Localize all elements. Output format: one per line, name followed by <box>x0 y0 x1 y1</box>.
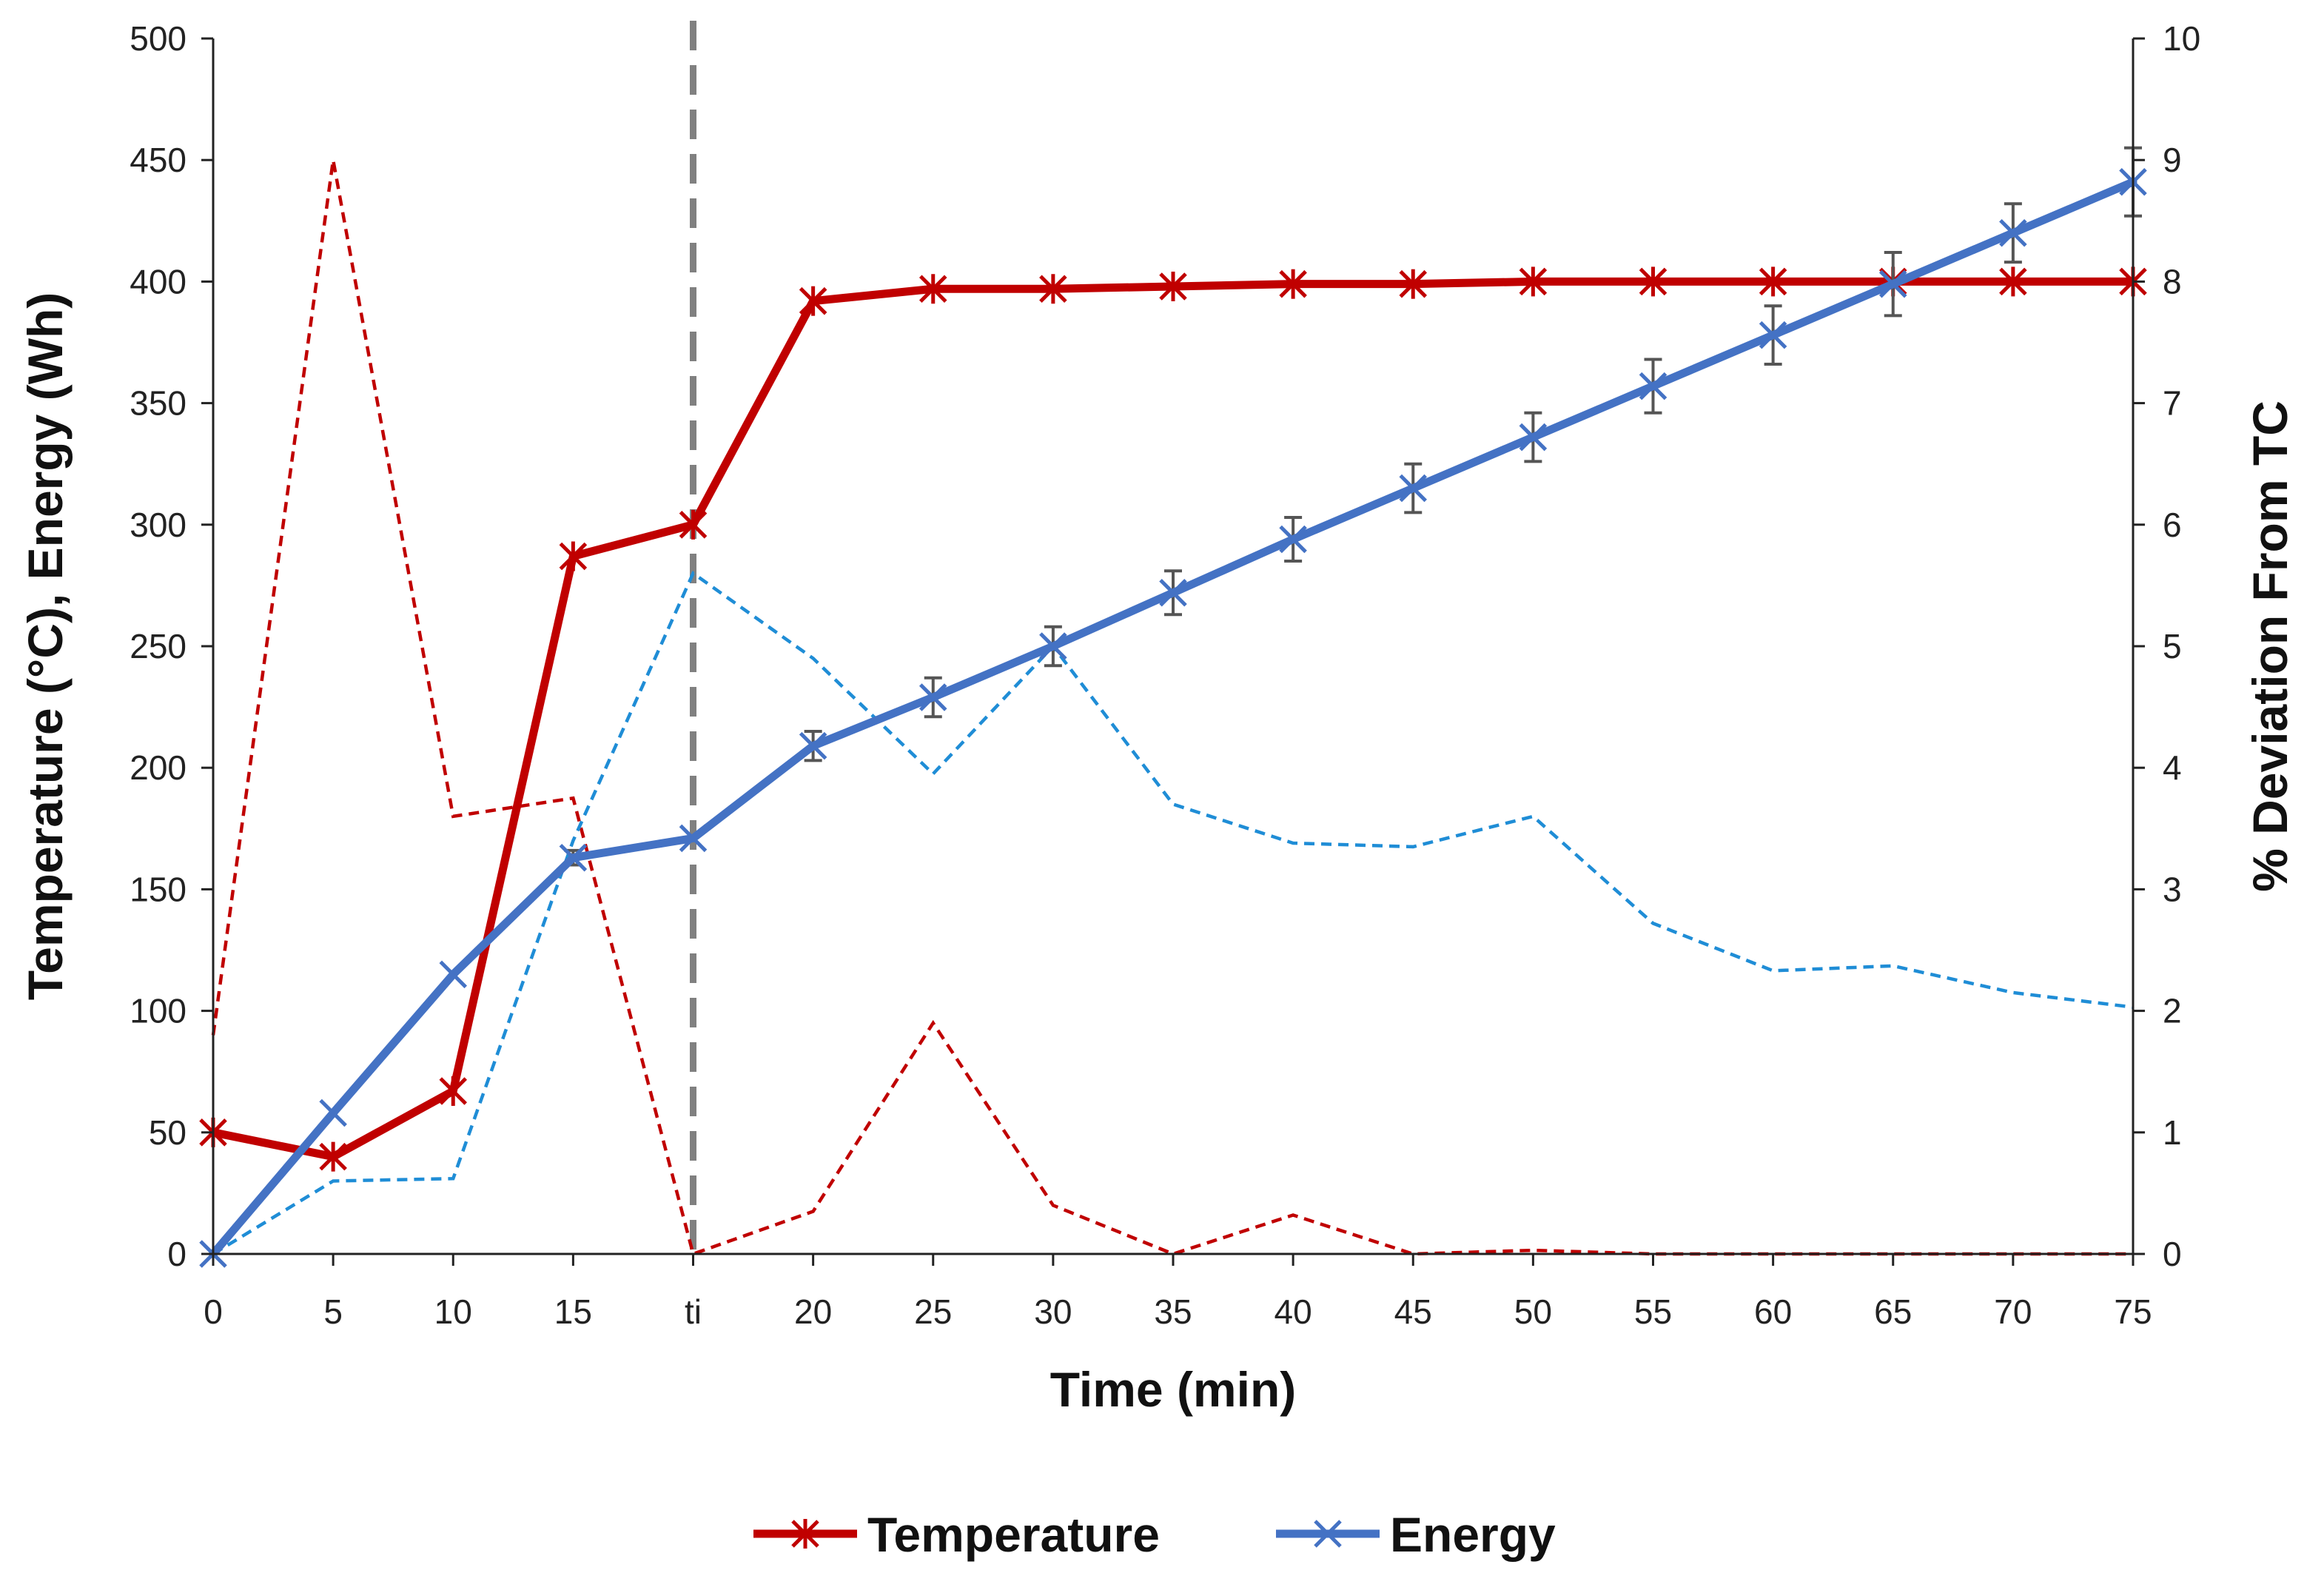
point-energy <box>1159 578 1187 607</box>
series-line-energy <box>209 178 2137 1258</box>
point-energy <box>1759 321 1787 349</box>
x-tick-label: 45 <box>1394 1292 1432 1331</box>
y2-tick-label: 4 <box>2163 748 2182 787</box>
y-tick-label: 100 <box>130 992 187 1030</box>
legend-label-temperature: Temperature <box>867 1507 1160 1562</box>
y-tick-label: 450 <box>130 141 187 179</box>
x-tick-label: 25 <box>914 1292 952 1331</box>
point-temperature <box>918 274 947 304</box>
y2-tick-label: 5 <box>2163 627 2182 665</box>
x-tick-label: 0 <box>204 1292 223 1331</box>
series-line-temperature <box>209 277 2137 1161</box>
y2-tick-label: 9 <box>2163 141 2182 179</box>
legend-item-temperature: Temperature <box>753 1507 1160 1562</box>
series-line-deviation-1 <box>211 159 2133 1256</box>
legend-item-energy: Energy <box>1276 1507 1556 1562</box>
point-energy <box>1639 372 1668 400</box>
point-temperature <box>559 541 588 571</box>
y-tick-label: 0 <box>167 1235 187 1273</box>
point-energy <box>918 683 947 711</box>
y-tick-label: 350 <box>130 384 187 423</box>
x-tick-label: 50 <box>1514 1292 1552 1331</box>
x-tick-label: 40 <box>1274 1292 1312 1331</box>
y2-tick-label: 10 <box>2163 19 2200 58</box>
point-temperature <box>1999 266 2027 297</box>
x-tick-label: 60 <box>1754 1292 1792 1331</box>
point-energy <box>439 960 468 989</box>
point-temperature <box>1039 274 1067 304</box>
x-tick-label: ti <box>685 1292 702 1331</box>
point-energy <box>1399 474 1428 503</box>
point-temperature <box>1159 271 1187 301</box>
legend-marker-point <box>791 1519 819 1549</box>
series-line-deviation-2 <box>212 571 2134 1255</box>
y-tick-label: 400 <box>130 262 187 301</box>
x-tick-label: 5 <box>323 1292 343 1331</box>
point-energy <box>1878 269 1907 298</box>
point-temperature <box>799 286 827 316</box>
y2-tick-label: 6 <box>2163 506 2182 544</box>
legend-label-energy: Energy <box>1390 1507 1556 1562</box>
x-tick-label: 15 <box>554 1292 592 1331</box>
point-energy <box>1999 218 2027 247</box>
point-temperature <box>319 1141 347 1172</box>
y-axis-title: Temperature (°C), Energy (Wh) <box>18 292 73 1001</box>
axes: 0501001502002503003504004505000123456789… <box>130 19 2200 1331</box>
x-tick-label: 20 <box>794 1292 832 1331</box>
x-tick-label: 55 <box>1634 1292 1672 1331</box>
point-energy <box>319 1098 347 1127</box>
x-axis-title: Time (min) <box>1050 1362 1296 1417</box>
point-energy <box>679 824 708 853</box>
y2-tick-label: 1 <box>2163 1113 2182 1152</box>
legend: Temperature Energy <box>753 1507 1556 1562</box>
y-tick-label: 150 <box>130 870 187 908</box>
plot-area <box>199 21 2147 1268</box>
point-temperature <box>439 1076 468 1106</box>
x-tick-label: 35 <box>1154 1292 1192 1331</box>
point-energy <box>1519 423 1548 452</box>
y2-tick-label: 8 <box>2163 262 2182 301</box>
y2-tick-label: 0 <box>2163 1235 2182 1273</box>
y2-tick-label: 7 <box>2163 384 2182 423</box>
point-energy <box>1279 525 1307 554</box>
x-tick-label: 10 <box>434 1292 472 1331</box>
point-temperature <box>1279 269 1307 299</box>
y2-axis-title: % Deviation From TC <box>2243 400 2297 892</box>
x-tick-label: 30 <box>1034 1292 1072 1331</box>
x-tick-label: 70 <box>1994 1292 2032 1331</box>
y-tick-label: 200 <box>130 748 187 787</box>
y-tick-label: 50 <box>149 1113 187 1152</box>
legend-marker-temperature <box>791 1519 819 1549</box>
point-temperature <box>1759 266 1787 297</box>
point-energy <box>799 731 827 760</box>
y-tick-label: 500 <box>130 19 187 58</box>
y-tick-label: 300 <box>130 506 187 544</box>
point-temperature <box>1519 266 1548 297</box>
point-energy <box>559 843 588 872</box>
point-temperature <box>1639 266 1668 297</box>
x-tick-label: 75 <box>2114 1292 2152 1331</box>
legend-marker-energy <box>1314 1520 1342 1548</box>
legend-marker-point <box>1314 1520 1342 1548</box>
y-tick-label: 250 <box>130 627 187 665</box>
y2-tick-label: 2 <box>2163 992 2182 1030</box>
point-temperature <box>679 509 708 540</box>
point-temperature <box>1399 269 1428 299</box>
x-tick-label: 65 <box>1874 1292 1912 1331</box>
y2-tick-label: 3 <box>2163 870 2182 908</box>
point-energy <box>1039 632 1067 660</box>
